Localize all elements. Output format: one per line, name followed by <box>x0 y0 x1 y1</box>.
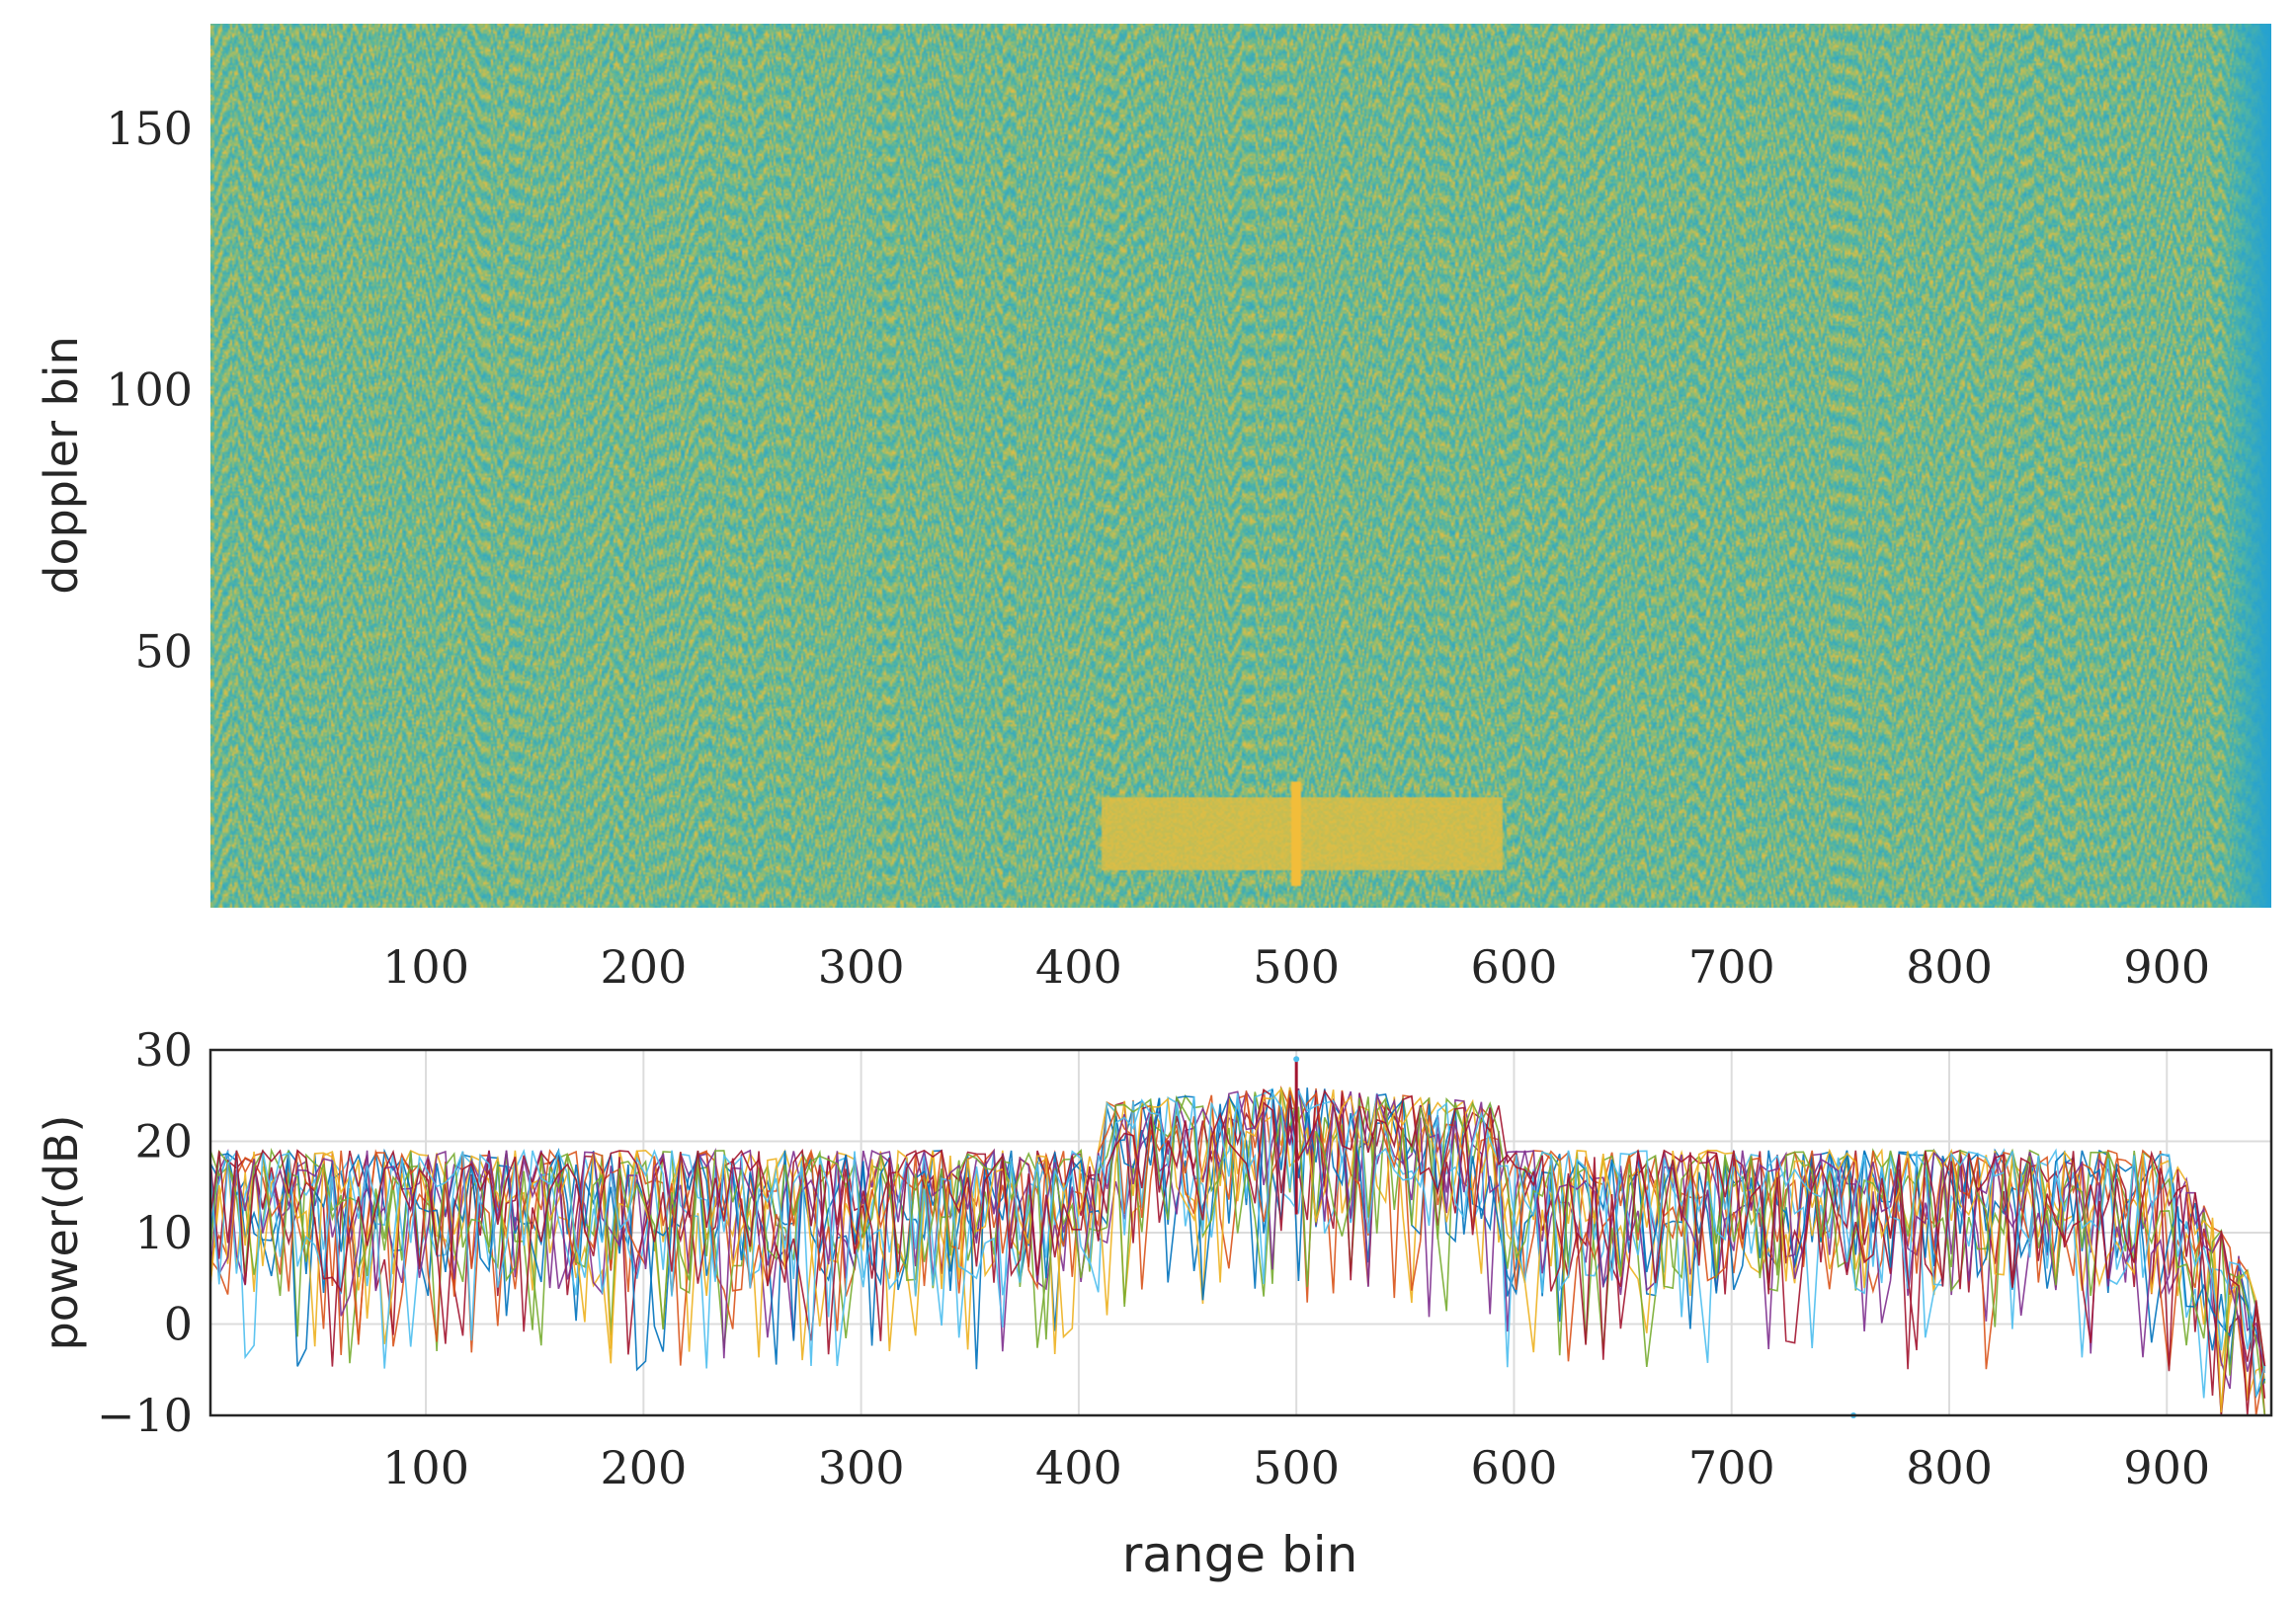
power-x-tick-label: 300 <box>818 1441 905 1494</box>
power-x-tick-label: 900 <box>2123 1441 2210 1494</box>
heatmap-y-tick-label: 100 <box>106 363 193 417</box>
heatmap-x-tick-label: 600 <box>1471 940 1558 994</box>
power-x-tick-label: 500 <box>1253 1441 1340 1494</box>
x-axis-label: range bin <box>1122 1526 1358 1583</box>
power-y-axis-label: power(dB) <box>35 1115 88 1351</box>
heatmap-x-tick-labels: 100 200 300 400 500 600 700 800 900 <box>382 940 2210 994</box>
power-y-tick-label: −10 <box>97 1389 193 1442</box>
heatmap-x-tick-label: 700 <box>1688 940 1775 994</box>
heatmap-y-tick-labels: 50 100 150 <box>106 102 193 679</box>
heatmap-panel: 100 200 300 400 500 600 700 800 900 50 100 150 dop… <box>35 24 2271 994</box>
series-group <box>209 1056 2266 1418</box>
power-series-line <box>209 1088 2266 1416</box>
power-plot-panel: 100 200 300 400 500 600 700 800 900 −10 0 10 20 30 p… <box>35 1023 2273 1583</box>
heatmap-x-tick-label: 800 <box>1906 940 1993 994</box>
heatmap-x-tick-label: 400 <box>1035 940 1122 994</box>
power-x-tick-label: 700 <box>1688 1441 1775 1494</box>
power-x-tick-label: 400 <box>1035 1441 1122 1494</box>
heatmap-x-tick-label: 100 <box>382 940 469 994</box>
power-x-tick-label: 100 <box>382 1441 469 1494</box>
heatmap-y-tick-label: 150 <box>106 102 193 155</box>
power-x-tick-label: 600 <box>1471 1441 1558 1494</box>
heatmap-x-tick-label: 300 <box>818 940 905 994</box>
plot-frame <box>208 1048 2273 1417</box>
heatmap-y-axis-label: doppler bin <box>35 336 88 595</box>
power-y-tick-label: 0 <box>164 1298 193 1351</box>
heatmap-image <box>210 24 2271 908</box>
power-y-tick-label: 20 <box>134 1115 193 1168</box>
power-x-tick-label: 800 <box>1906 1441 1993 1494</box>
power-y-tick-label: 30 <box>134 1023 193 1077</box>
notable-point-peak <box>1293 1056 1300 1063</box>
heatmap-x-tick-label: 200 <box>600 940 687 994</box>
power-y-tick-label: 10 <box>134 1206 193 1259</box>
heatmap-x-tick-label: 500 <box>1253 940 1340 994</box>
power-x-tick-label: 200 <box>600 1441 687 1494</box>
heatmap-x-tick-label: 900 <box>2123 940 2210 994</box>
power-series-line <box>209 1086 2266 1412</box>
power-y-tick-labels: −10 0 10 20 30 <box>97 1023 193 1442</box>
power-series-line <box>209 1089 2266 1397</box>
heatmap-y-tick-label: 50 <box>134 625 193 679</box>
power-x-tick-labels: 100 200 300 400 500 600 700 800 900 <box>382 1441 2210 1494</box>
